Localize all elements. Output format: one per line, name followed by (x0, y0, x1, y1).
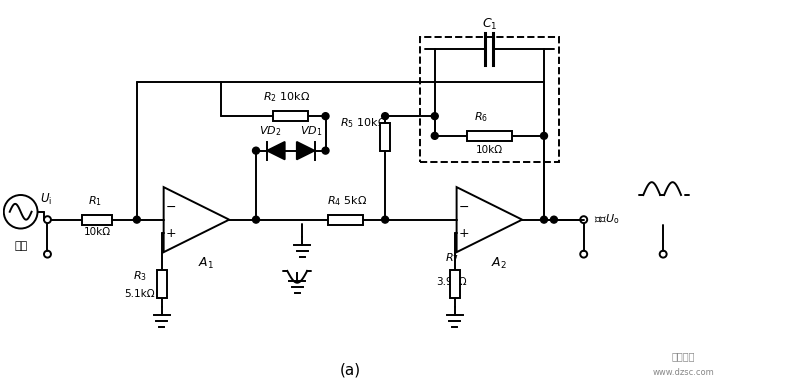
Bar (328, 215, 362, 225)
Circle shape (322, 147, 329, 154)
Text: $R_4$ 5kΩ: $R_4$ 5kΩ (327, 194, 367, 207)
Text: 3.9kΩ: 3.9kΩ (436, 277, 467, 287)
Circle shape (253, 147, 259, 154)
Bar (467, 131, 512, 141)
Bar (157, 270, 166, 298)
Bar (450, 270, 459, 298)
Text: $R_7$: $R_7$ (445, 251, 458, 265)
Text: $R_3$: $R_3$ (133, 269, 147, 283)
Text: (a): (a) (340, 363, 361, 378)
Text: $U_{\mathrm{i}}$: $U_{\mathrm{i}}$ (39, 192, 52, 207)
Circle shape (431, 113, 438, 120)
Text: 输入: 输入 (14, 241, 27, 251)
Text: 10kΩ: 10kΩ (476, 145, 503, 154)
Polygon shape (297, 142, 314, 160)
Text: $+$: $+$ (458, 227, 469, 240)
Circle shape (382, 216, 389, 223)
Text: 10kΩ: 10kΩ (83, 227, 110, 238)
Circle shape (322, 113, 329, 120)
Bar (274, 111, 308, 121)
Circle shape (431, 132, 438, 139)
Text: www.dzsc.com: www.dzsc.com (652, 369, 714, 378)
Circle shape (134, 216, 140, 223)
Text: $R_1$: $R_1$ (88, 194, 102, 207)
Text: $R_5$ 10kΩ: $R_5$ 10kΩ (340, 116, 387, 130)
Circle shape (382, 113, 389, 120)
Circle shape (541, 132, 547, 139)
Text: $A_2$: $A_2$ (491, 256, 507, 271)
Circle shape (253, 216, 259, 223)
Text: $+$: $+$ (165, 227, 176, 240)
Text: $R_6$: $R_6$ (474, 110, 489, 124)
Text: $R_2$ 10kΩ: $R_2$ 10kΩ (263, 90, 310, 104)
Text: $-$: $-$ (458, 199, 469, 213)
Text: $VD_2$: $VD_2$ (258, 124, 281, 138)
Polygon shape (267, 142, 285, 160)
Text: $C_1$: $C_1$ (482, 16, 497, 32)
Text: $-$: $-$ (165, 199, 176, 213)
Circle shape (541, 216, 547, 223)
Circle shape (550, 216, 558, 223)
Bar (82, 215, 112, 225)
Text: 输出$U_{\mathrm{o}}$: 输出$U_{\mathrm{o}}$ (594, 212, 619, 225)
Text: 5.1kΩ: 5.1kΩ (125, 289, 155, 298)
Bar (420, 37, 559, 163)
Text: $A_1$: $A_1$ (198, 256, 214, 271)
Text: $VD_1$: $VD_1$ (301, 124, 323, 138)
Bar (380, 123, 390, 151)
Text: 维库一卜: 维库一卜 (671, 352, 694, 362)
